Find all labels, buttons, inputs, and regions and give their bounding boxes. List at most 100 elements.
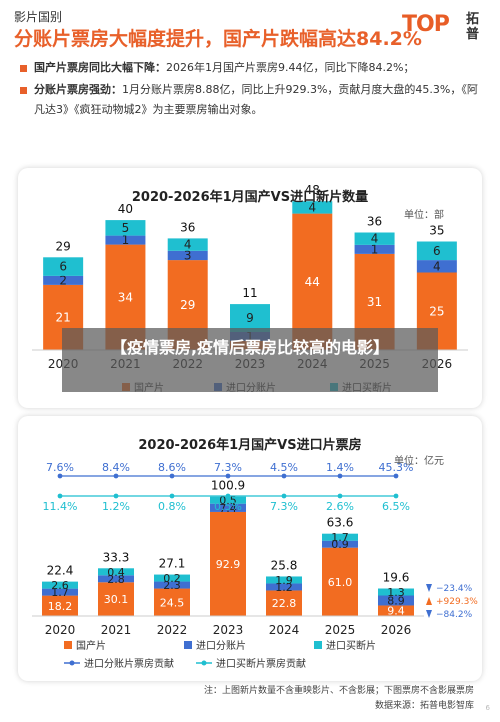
bar-data-label: 1.2 xyxy=(275,581,293,594)
page-number: 6 xyxy=(485,704,490,712)
bar-data-label: 24.5 xyxy=(160,596,185,609)
bar-total-label: 40 xyxy=(118,202,133,216)
contribution-label: 0.8% xyxy=(158,500,186,513)
box-office-chart-card: 2020-2026年1月国产VS进口片票房 单位：亿元 18.2 1.7 2.6 22… xyxy=(18,416,482,681)
bar-data-label: 44 xyxy=(305,275,320,289)
yoy-change-label: +929.3% xyxy=(436,597,478,607)
x-tick-label: 2025 xyxy=(325,623,356,637)
legend-label: 进口分账片票房贡献 xyxy=(84,657,174,670)
contribution-label: 1.4% xyxy=(326,461,354,474)
bar-segment-2020-1 xyxy=(43,275,84,285)
bar-segment-2021-1 xyxy=(105,235,146,245)
contribution-point xyxy=(225,473,231,479)
section-title: 影片国别 xyxy=(14,10,63,24)
bar-segment-2024-2 xyxy=(266,576,302,584)
box-office-chart: 18.21.72.622.4202030.12.80.433.3202124.5… xyxy=(32,461,478,670)
bar-data-label: 0.5 xyxy=(219,494,237,507)
legend-label: 进口买断片票房贡献 xyxy=(216,657,306,670)
bar-data-label: 5 xyxy=(122,221,130,235)
bar-segment-2023-2 xyxy=(230,304,270,332)
contribution-point xyxy=(337,473,343,479)
bar-segment-2024-2 xyxy=(292,201,333,214)
bar-data-label: 0.9 xyxy=(331,538,349,551)
contribution-point xyxy=(169,473,175,479)
bar-total-label: 100.9 xyxy=(211,479,245,493)
bar-data-label: 9 xyxy=(246,311,254,325)
bar-data-label: 21 xyxy=(56,310,71,324)
arrow-down-icon xyxy=(426,610,432,618)
bar-total-label: 36 xyxy=(180,220,195,234)
x-tick-label: 2021 xyxy=(101,623,132,637)
bar-segment-2026-2 xyxy=(416,241,457,261)
bar-total-label: 25.8 xyxy=(271,558,298,572)
bullet-square-icon xyxy=(20,87,27,94)
contribution-label: 1.2% xyxy=(102,500,130,513)
bar-segment-2024-1 xyxy=(266,583,302,591)
overlay-caption: 【疫情票房,疫情后票房比较高的电影】 xyxy=(110,338,390,357)
bar-segment-2021-2 xyxy=(105,220,146,236)
bar-segment-2022-1 xyxy=(154,581,190,589)
bar-data-label: 25 xyxy=(429,304,444,318)
finding-item: 国产片票房同比大幅下降：2026年1月国产片票房9.44亿，同比下降84.2%； xyxy=(14,58,484,78)
bar-segment-2022-1 xyxy=(167,250,208,261)
bar-data-label: 6 xyxy=(59,260,67,274)
bar-segment-2020-2 xyxy=(43,257,84,276)
contribution-point xyxy=(393,493,399,499)
legend-label: 国产片 xyxy=(76,639,106,652)
legend-label: 进口买断片 xyxy=(326,639,376,652)
bar-data-label: 4 xyxy=(184,238,192,252)
bar-segment-2026-2 xyxy=(378,588,414,596)
bar-total-label: 27.1 xyxy=(159,557,186,571)
contribution-point xyxy=(281,493,287,499)
bar-data-label: 22.8 xyxy=(272,597,297,610)
bar-segment-2025-1 xyxy=(354,244,395,254)
bar-total-label: 63.6 xyxy=(327,516,354,530)
legend-label: 进口分账片 xyxy=(196,639,246,652)
contribution-label: 6.5% xyxy=(382,500,410,513)
contribution-label: 7.6% xyxy=(46,461,74,474)
contribution-point xyxy=(281,473,287,479)
bar-segment-2021-0 xyxy=(98,582,134,616)
bar-data-label: 1.3 xyxy=(387,586,405,599)
arrow-up-icon xyxy=(426,597,432,605)
bar-segment-2025-0 xyxy=(322,547,358,616)
bar-data-label: 1.7 xyxy=(331,531,349,544)
bar-data-label: 7.4 xyxy=(219,502,237,515)
yoy-change-label: −84.2% xyxy=(436,610,473,620)
x-tick-label: 2023 xyxy=(213,623,244,637)
bar-data-label: 2.8 xyxy=(107,573,125,586)
bar-segment-2023-2 xyxy=(210,496,246,504)
finding-label: 分账片票房强劲： xyxy=(34,83,122,96)
finding-label: 国产片票房同比大幅下降： xyxy=(34,61,166,74)
bar-data-label: 2 xyxy=(59,273,67,287)
bar-total-label: 19.6 xyxy=(383,571,410,585)
contribution-label: 11.4% xyxy=(43,500,78,513)
bar-segment-2024-0 xyxy=(292,213,333,350)
bar-segment-2026-1 xyxy=(416,260,457,273)
brand-logo: TOP 拓普 xyxy=(402,12,482,46)
contribution-label: 45.3% xyxy=(379,461,414,474)
logo-wordmark: TOP xyxy=(402,12,450,37)
bar-segment-2021-1 xyxy=(98,575,134,583)
finding-text: 2026年1月国产片票房9.44亿，同比下降84.2%； xyxy=(166,61,415,74)
bar-total-label: 36 xyxy=(367,215,382,229)
caption-overlay: 【疫情票房,疫情后票房比较高的电影】 xyxy=(62,328,438,392)
bar-segment-2022-2 xyxy=(167,238,208,251)
x-tick-label: 2022 xyxy=(157,623,188,637)
chart-unit: 单位：部 xyxy=(404,210,444,221)
bar-data-label: 0.4 xyxy=(107,566,125,579)
contribution-label: 2.6% xyxy=(326,500,354,513)
contribution-label: 7.3% xyxy=(214,461,242,474)
chart-title: 2020-2026年1月国产VS进口新片数量 xyxy=(131,190,369,205)
bar-total-label: 33.3 xyxy=(103,550,130,564)
bar-data-label: 9.4 xyxy=(387,605,405,618)
bar-data-label: 18.2 xyxy=(48,600,73,613)
legend-swatch xyxy=(184,641,192,649)
arrow-down-icon xyxy=(426,584,432,592)
legend-point-marker xyxy=(69,660,75,666)
bar-data-label: 4 xyxy=(308,200,316,214)
bar-data-label: 1 xyxy=(122,233,130,247)
bar-segment-2023-1 xyxy=(210,503,246,512)
page-headline: 分账片票房大幅度提升，国产片跌幅高达84.2% xyxy=(14,28,422,50)
